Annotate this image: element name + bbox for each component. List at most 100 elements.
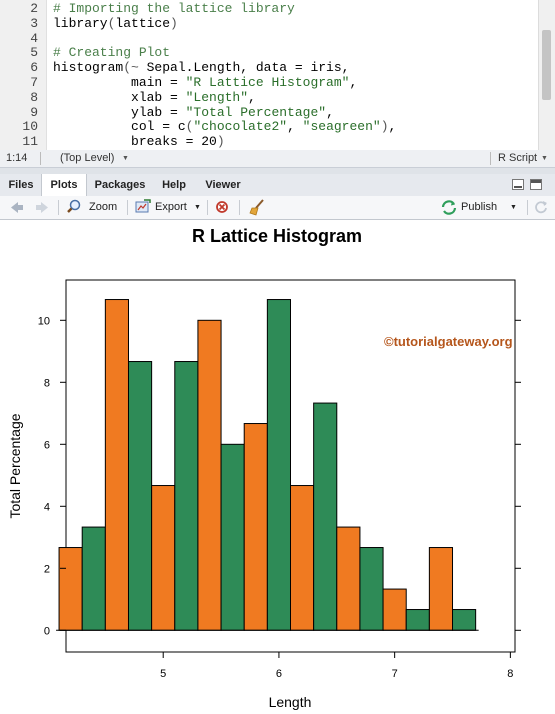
line-number: 3 (30, 15, 38, 31)
code-text[interactable]: # Importing the lattice library (53, 1, 295, 16)
code-token: Sepal.Length, data = iris, (146, 60, 350, 76)
toolbar-separator (58, 200, 59, 215)
pane-tab-bar: Files Plots Packages Help Viewer (0, 174, 555, 197)
scope-indicator[interactable]: (Top Level) (60, 152, 115, 164)
line-number: 9 (30, 104, 38, 120)
toolbar-separator (127, 200, 128, 215)
histogram-bar (104, 299, 129, 631)
status-divider (40, 152, 41, 165)
code-text[interactable]: xlab = "Length", (53, 90, 256, 105)
line-number: 2 (30, 1, 38, 16)
code-line[interactable]: 7 main = "R Lattice Histogram", (0, 75, 555, 90)
status-divider (490, 152, 491, 165)
line-number: 7 (30, 75, 38, 90)
chart-title: R Lattice Histogram (192, 226, 362, 246)
code-token: (~ (123, 60, 147, 76)
editor-scrollbar[interactable] (538, 0, 555, 150)
toolbar-separator (207, 200, 208, 215)
refresh-button[interactable] (533, 196, 549, 219)
publish-button[interactable]: Publish ▼ (440, 196, 520, 219)
tab-viewer[interactable]: Viewer (205, 179, 241, 191)
code-line[interactable]: 11 breaks = 20) (0, 134, 555, 149)
back-arrow-button[interactable] (8, 196, 24, 219)
code-token: "R Lattice Histogram" (185, 75, 350, 90)
toolbar-separator (239, 200, 240, 215)
code-token: histogram (53, 60, 124, 76)
plot-frame (65, 279, 516, 653)
code-editor[interactable]: 2 # Importing the lattice library 3 library… (0, 0, 555, 151)
code-text[interactable]: ylab = "Total Percentage", (53, 105, 334, 120)
code-token: , (248, 89, 256, 105)
code-token: # Creating Plot (53, 45, 171, 61)
x-tick-label: 5 (160, 668, 166, 680)
x-tick-label: 7 (392, 668, 398, 680)
code-text[interactable]: col = c("chocolate2", "seagreen"), (53, 119, 396, 134)
export-button[interactable]: Export ▼ (134, 196, 204, 219)
code-token: , (326, 104, 334, 120)
histogram-bars (56, 299, 479, 631)
code-text[interactable]: main = "R Lattice Histogram", (53, 75, 357, 90)
clear-all-plots-button[interactable] (248, 196, 266, 219)
export-icon (135, 199, 151, 213)
tab-help[interactable]: Help (162, 179, 186, 191)
code-line[interactable]: 6 histogram(~ Sepal.Length, data = iris, (0, 60, 555, 75)
minimize-pane-icon[interactable] (512, 179, 524, 190)
histogram-bar (174, 361, 199, 631)
zoom-button[interactable]: Zoom (66, 196, 122, 219)
code-token: "chocolate2" (193, 119, 288, 135)
code-token: "Total Percentage" (185, 104, 327, 120)
line-number: 11 (22, 134, 38, 150)
histogram-bar (452, 609, 477, 631)
file-type-indicator[interactable]: R Script (498, 152, 538, 164)
editor-scrollbar-thumb[interactable] (542, 30, 551, 100)
plots-toolbar: Zoom Export ▼ Publish ▼ (0, 196, 555, 220)
y-tick-label: 6 (44, 439, 50, 451)
scope-dropdown-icon[interactable]: ▼ (122, 155, 129, 162)
code-text[interactable]: # Creating Plot (53, 45, 170, 60)
histogram-bar (266, 299, 292, 631)
pane-splitter[interactable] (0, 168, 555, 174)
maximize-pane-icon[interactable] (530, 179, 542, 190)
line-number: 6 (30, 60, 38, 76)
histogram-bar (382, 588, 407, 631)
histogram-bar (197, 319, 222, 631)
forward-arrow-button[interactable] (34, 196, 50, 219)
code-token: "seagreen" (302, 119, 381, 135)
code-token: ) (380, 119, 389, 135)
code-line[interactable]: 10 col = c("chocolate2", "seagreen"), (0, 119, 555, 134)
publish-label: Publish (461, 201, 498, 213)
zoom-magnifier-icon (67, 199, 81, 213)
forward-arrow-icon (36, 202, 48, 213)
refresh-icon (535, 201, 547, 214)
histogram-bar (220, 443, 245, 631)
y-tick-label: 4 (44, 501, 50, 513)
y-tick-label: 0 (44, 625, 50, 637)
code-line[interactable]: 2 # Importing the lattice library (0, 1, 555, 16)
code-line[interactable]: 3 library(lattice) (0, 16, 555, 31)
y-axis-label: Total Percentage (7, 413, 23, 518)
histogram-bar (290, 485, 315, 631)
y-tick-label: 2 (44, 563, 50, 575)
code-line[interactable]: 5 # Creating Plot (0, 45, 555, 60)
code-text[interactable]: histogram(~ Sepal.Length, data = iris, (53, 60, 349, 75)
zoom-label: Zoom (89, 201, 118, 213)
histogram-bar (359, 547, 384, 631)
remove-plot-button[interactable] (214, 196, 230, 219)
code-line[interactable]: 4 (0, 31, 555, 46)
tab-files[interactable]: Files (8, 179, 34, 191)
file-type-dropdown-icon[interactable]: ▼ (541, 155, 548, 162)
code-text[interactable]: library(lattice) (53, 16, 178, 31)
x-tick-label: 8 (507, 668, 513, 680)
tab-packages[interactable]: Packages (94, 179, 146, 191)
code-text[interactable]: breaks = 20) (53, 134, 225, 149)
line-number: 5 (30, 45, 38, 61)
code-line[interactable]: 9 ylab = "Total Percentage", (0, 105, 555, 120)
x-axis-ticks: 5 6 7 8 (160, 652, 513, 680)
code-token: breaks = 20 (53, 134, 217, 150)
histogram-bar (405, 609, 430, 631)
code-line[interactable]: 8 xlab = "Length", (0, 90, 555, 105)
toolbar-separator (527, 200, 528, 215)
code-token: ) (170, 15, 178, 31)
tab-plots[interactable]: Plots (41, 174, 87, 197)
